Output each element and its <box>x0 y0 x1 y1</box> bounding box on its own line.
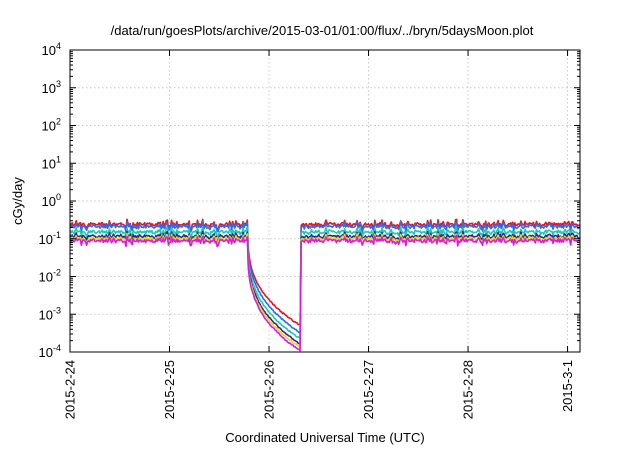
y-tick-exponent: -1 <box>53 230 61 240</box>
series-line-5 <box>69 232 581 349</box>
x-tick-label: 2015-2-25 <box>162 360 177 419</box>
y-tick-label: 102 <box>42 117 61 134</box>
y-tick-label: 10-3 <box>39 305 61 322</box>
grid-layer <box>70 50 580 352</box>
series-line-3 <box>69 226 581 340</box>
x-tick-label: 2015-2-28 <box>461 360 476 419</box>
y-tick-label: 104 <box>42 41 61 58</box>
x-tick-label: 2015-2-24 <box>63 360 78 419</box>
y-tick-base: 10 <box>42 156 56 171</box>
y-tick-exponent: 4 <box>56 41 61 51</box>
y-tick-base: 10 <box>42 194 56 209</box>
y-tick-exponent: -4 <box>53 343 61 353</box>
x-axis: 2015-2-24 2015-2-25 2015-2-26 2015-2-27 2015… <box>63 50 575 419</box>
y-tick-exponent: -2 <box>53 268 61 278</box>
x-tick-label: 2015-3-1 <box>560 360 575 412</box>
y-tick-label: 103 <box>42 79 61 96</box>
series-line-6 <box>69 234 581 352</box>
x-axis-title: Coordinated Universal Time (UTC) <box>225 430 424 445</box>
series-line-4 <box>69 230 581 345</box>
y-axis-title: cGy/day <box>10 177 25 225</box>
y-tick-base: 10 <box>42 81 56 96</box>
series-layer <box>69 218 581 352</box>
y-tick-base: 10 <box>42 43 56 58</box>
series-line-2 <box>69 220 581 334</box>
x-tick-label: 2015-2-27 <box>361 360 376 419</box>
y-tick-exponent: 0 <box>56 192 61 202</box>
y-tick-base: 10 <box>39 232 53 247</box>
y-tick-label: 10-4 <box>39 343 61 360</box>
y-tick-base: 10 <box>39 345 53 360</box>
y-tick-base: 10 <box>39 270 53 285</box>
x-tick-label: 2015-2-26 <box>262 360 277 419</box>
y-tick-exponent: 3 <box>56 79 61 89</box>
y-tick-exponent: 1 <box>56 154 61 164</box>
y-tick-label: 10-1 <box>39 230 61 247</box>
y-tick-label: 101 <box>42 154 61 171</box>
y-tick-label: 100 <box>42 192 61 209</box>
y-tick-exponent: 2 <box>56 117 61 127</box>
y-tick-label: 10-2 <box>39 268 61 285</box>
y-tick-exponent: -3 <box>53 305 61 315</box>
y-tick-base: 10 <box>42 119 56 134</box>
y-tick-base: 10 <box>39 307 53 322</box>
chart-title: /data/run/goesPlots/archive/2015-03-01/0… <box>111 23 534 38</box>
